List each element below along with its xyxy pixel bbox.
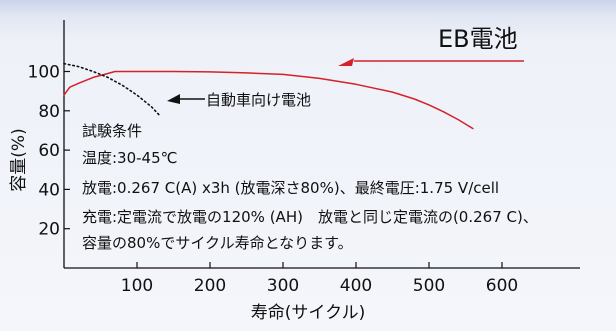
annotations: EB電池 自動車向け電池 — [167, 25, 524, 109]
car-battery-label: 自動車向け電池 — [206, 91, 311, 109]
y-tick-label: 20 — [38, 220, 60, 240]
conditions-charge: 充電:定電流で放電の120% (AH) 放電と同じ定電流の(0.267 C)、 — [82, 208, 538, 226]
conditions-title: 試験条件 — [82, 122, 142, 140]
y-tick-label: 80 — [38, 102, 60, 122]
y-tick-label: 60 — [38, 141, 60, 161]
x-axis-label: 寿命(サイクル) — [251, 303, 365, 323]
conditions-temperature: 温度:30-45℃ — [82, 149, 178, 167]
test-conditions: 試験条件 温度:30-45℃ 放電:0.267 C(A) x3h (放電深さ80… — [82, 122, 538, 252]
y-axis-label: 容量(%) — [9, 128, 29, 191]
axes — [63, 20, 580, 269]
x-tick-label: 400 — [340, 276, 372, 296]
conditions-cycle-life: 容量の80%でサイクル寿命となります。 — [82, 234, 353, 252]
car-label-arrowhead — [167, 94, 180, 104]
series-line-car-battery — [63, 62, 160, 116]
y-tick-label: 100 — [28, 63, 60, 83]
eb-battery-label: EB電池 — [438, 25, 518, 53]
series-lines — [63, 62, 474, 130]
tick-labels: 100 200 300 400 500 600 20 40 60 80 100 — [28, 63, 519, 297]
series-line-eb-battery — [63, 70, 474, 130]
x-tick-label: 500 — [413, 276, 445, 296]
y-tick-label: 40 — [38, 180, 60, 200]
x-tick-label: 200 — [194, 276, 226, 296]
x-tick-label: 600 — [486, 276, 518, 296]
x-tick-label: 300 — [267, 276, 299, 296]
eb-label-arrowhead — [338, 58, 354, 66]
x-tick-label: 100 — [121, 276, 153, 296]
conditions-discharge: 放電:0.267 C(A) x3h (放電深さ80%)、最終電圧:1.75 V/… — [82, 179, 499, 197]
